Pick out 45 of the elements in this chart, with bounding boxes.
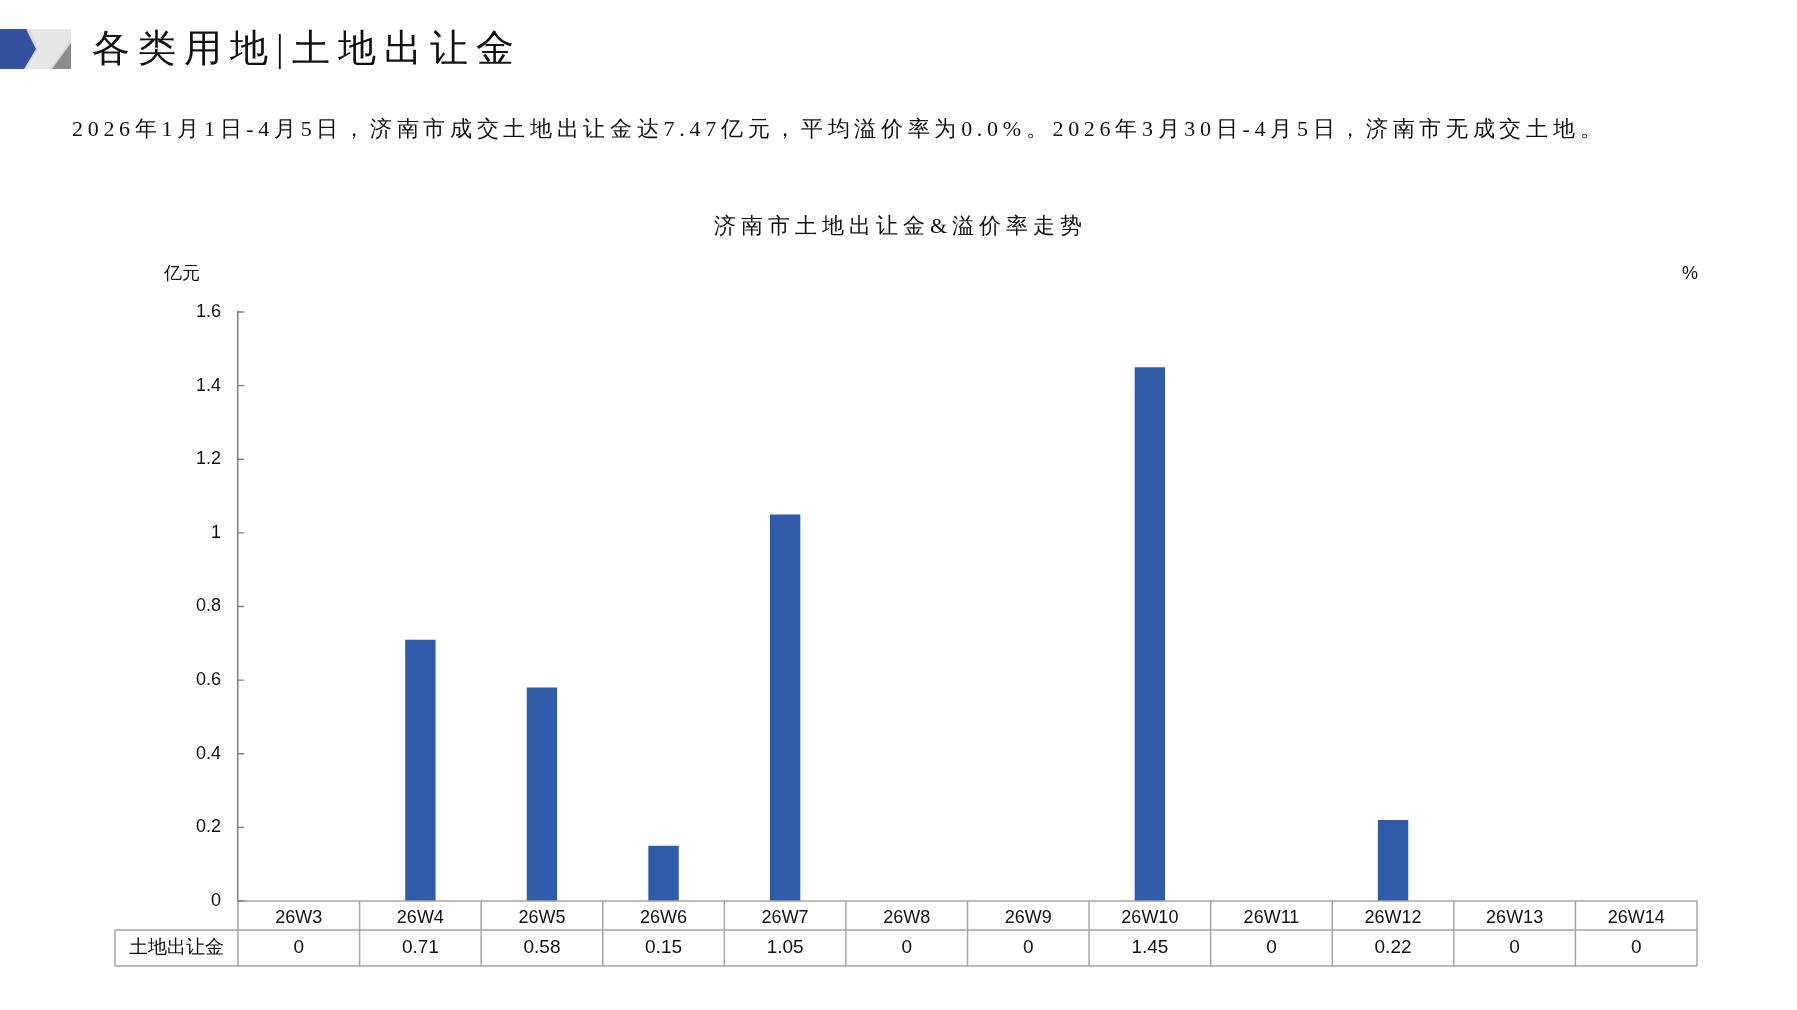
data-label: 1.45 xyxy=(1131,936,1169,958)
data-label: 0 xyxy=(1630,936,1642,958)
data-label: 0 xyxy=(1023,936,1034,958)
y-tick-label: 0.4 xyxy=(195,742,221,763)
x-tick-label: 26W3 xyxy=(275,906,323,927)
text: 2026年1月1日-4月5日，济南市成交土地出让金达7.47亿元，平均溢价率为0.0%。2026年3月30日-4月5日，济南市无成交土地。 xyxy=(72,115,1607,143)
x-tick-label: 26W5 xyxy=(518,906,566,927)
y-tick-label: 0 xyxy=(210,889,221,910)
chart-subtitle: 济南市土地出让金&溢价率走势 xyxy=(712,212,1089,240)
y-axis-title: 亿元 xyxy=(164,262,200,284)
x-tick-label: 26W7 xyxy=(761,906,809,927)
x-tick-label: 26W10 xyxy=(1121,906,1179,927)
data-label: 0.58 xyxy=(523,936,561,958)
chart-title: 各类用地|土地出让金 xyxy=(92,26,522,71)
x-tick-label: 26W9 xyxy=(1004,906,1052,927)
bar xyxy=(1377,820,1409,901)
text: 土地出让金 xyxy=(129,935,224,957)
y-tick-label: 1 xyxy=(210,521,221,542)
data-label: 0.22 xyxy=(1374,936,1412,958)
bar xyxy=(1134,367,1166,901)
data-label: 0 xyxy=(1509,936,1520,958)
x-tick-label: 26W8 xyxy=(883,906,931,927)
y-tick-label: 1.4 xyxy=(195,374,221,395)
x-tick-label: 26W14 xyxy=(1607,906,1665,927)
y-tick-label: 1.2 xyxy=(195,448,221,469)
y-tick-label: 0.2 xyxy=(195,816,221,837)
x-tick-label: 26W4 xyxy=(396,906,444,927)
x-tick-label: 26W12 xyxy=(1364,906,1422,927)
data-label: 0 xyxy=(293,936,305,958)
bar xyxy=(769,514,801,901)
bar xyxy=(526,687,558,901)
data-label: 0 xyxy=(901,936,912,958)
data-label: 0 xyxy=(1266,936,1277,958)
y-tick-label: 1.6 xyxy=(195,300,221,321)
x-tick-label: 26W13 xyxy=(1486,906,1544,927)
data-label: 0.15 xyxy=(645,936,683,958)
bar xyxy=(405,639,436,901)
data-label: 1.05 xyxy=(766,936,804,958)
y-tick-label: 0.8 xyxy=(195,595,221,616)
bar xyxy=(648,845,679,901)
data-label: 0.71 xyxy=(401,936,439,958)
x-tick-label: 26W6 xyxy=(640,906,688,927)
y-tick-label: 0.6 xyxy=(195,669,221,690)
x-tick-label: 26W11 xyxy=(1243,906,1300,927)
y2-axis-title: % xyxy=(1682,262,1699,284)
